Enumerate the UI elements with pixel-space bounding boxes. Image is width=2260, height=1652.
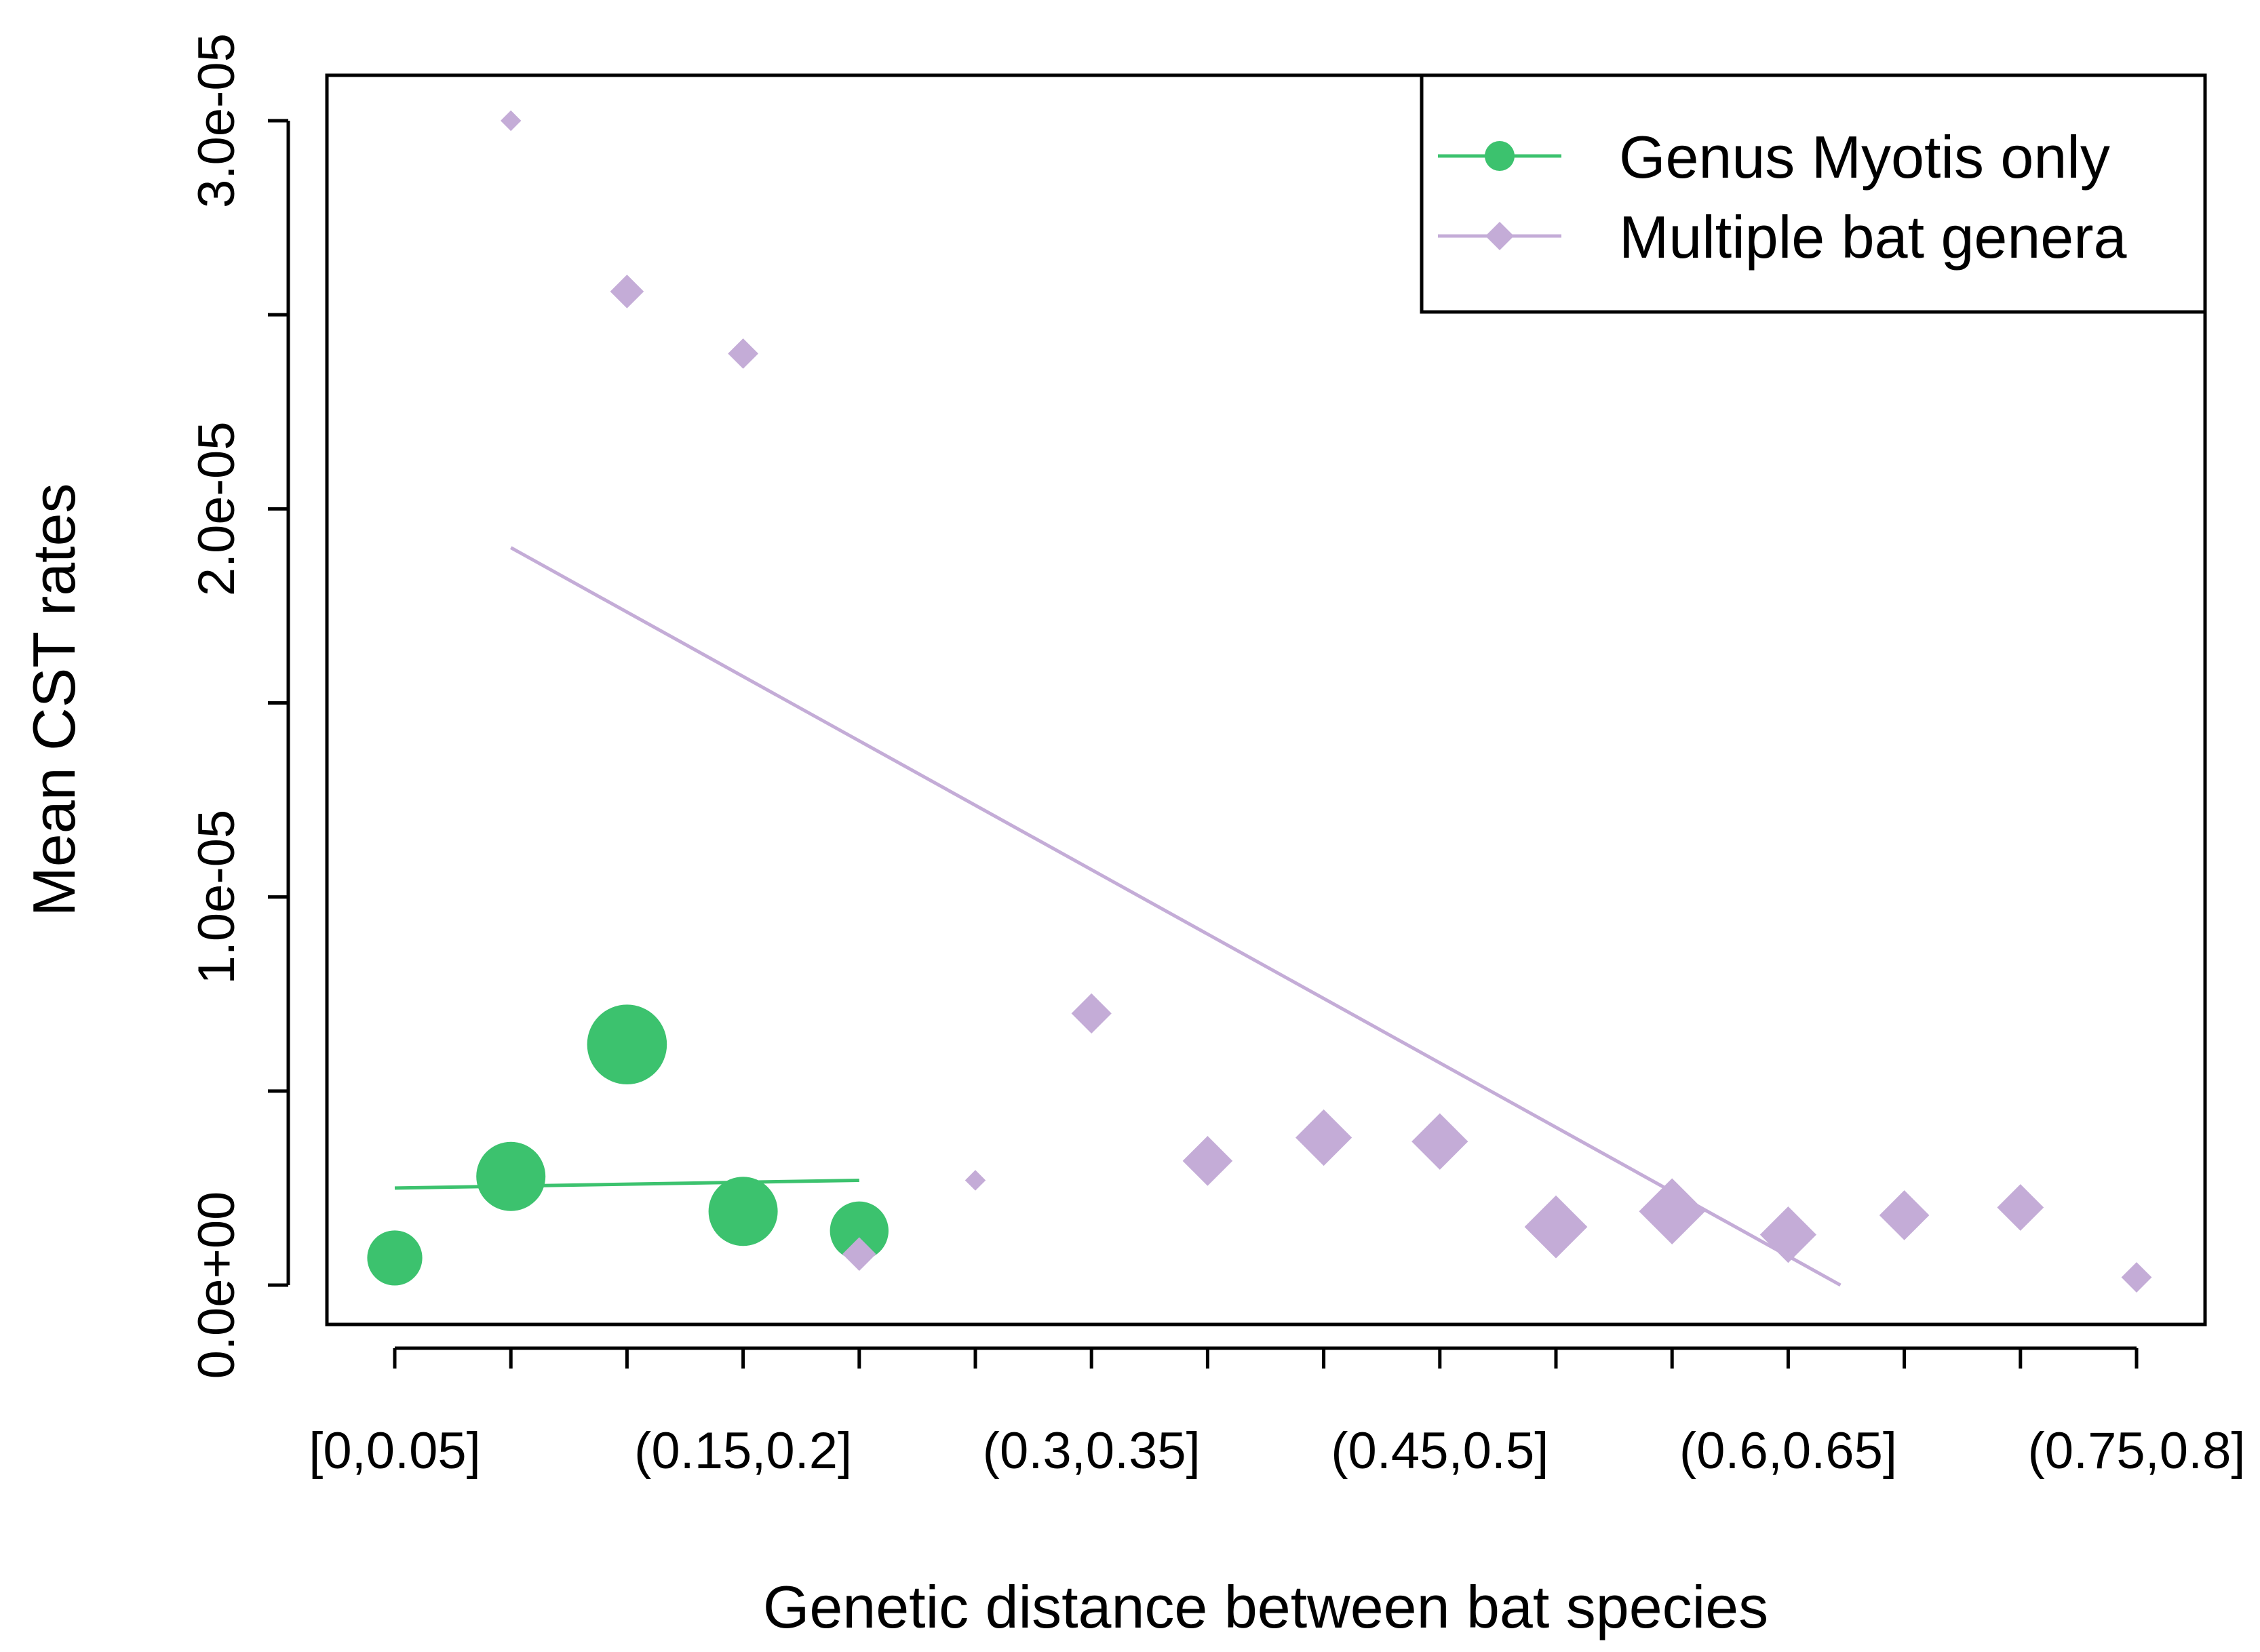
trend-line-myotis — [394, 1178, 859, 1190]
point-multiple-genera — [965, 1170, 986, 1191]
point-myotis — [367, 1230, 423, 1286]
data-points — [367, 110, 2152, 1293]
point-multiple-genera — [1879, 1190, 1930, 1240]
point-multiple-genera — [501, 110, 522, 132]
plot-frame — [325, 73, 2207, 1326]
x-axis: [0,0.05] (0.15,0.2] (0.3,0.35] (0.45,0.5] (0… — [309, 1346, 2246, 1480]
legend-label-multiple-genera: Multiple bat genera — [1619, 203, 2127, 271]
legend-label-myotis: Genus Myotis only — [1619, 123, 2110, 191]
y-tick-label: 0.0e+00 — [188, 1192, 246, 1379]
point-myotis — [830, 1201, 889, 1261]
point-multiple-genera — [1295, 1109, 1352, 1166]
point-multiple-genera — [1071, 993, 1112, 1034]
point-multiple-genera — [1182, 1136, 1233, 1186]
trend-line-multiple-genera — [509, 546, 1842, 1287]
point-multiple-genera — [842, 1237, 876, 1272]
point-myotis — [708, 1177, 778, 1246]
legend: Genus Myotis only Multiple bat genera — [1420, 73, 2207, 314]
x-tick-label: (0.15,0.2] — [634, 1422, 852, 1480]
point-multiple-genera — [1411, 1113, 1468, 1170]
x-tick-label: (0.3,0.35] — [983, 1422, 1201, 1480]
y-tick-label: 2.0e-05 — [188, 421, 246, 596]
point-multiple-genera — [728, 338, 758, 369]
y-tick-label: 3.0e-05 — [188, 33, 246, 208]
x-tick-label: (0.45,0.5] — [1331, 1422, 1548, 1480]
x-tick-label: [0,0.05] — [309, 1422, 481, 1480]
x-tick-label: (0.75,0.8] — [2027, 1422, 2245, 1480]
legend-marker-multiple-genera — [1485, 222, 1514, 250]
point-multiple-genera — [1997, 1184, 2044, 1231]
x-axis-title: Genetic distance between bat species — [763, 1573, 1768, 1640]
y-axis: 0.0e+00 1.0e-05 2.0e-05 3.0e-05 — [188, 33, 290, 1379]
legend-marker-myotis — [1485, 141, 1515, 171]
legend-box — [1420, 73, 2207, 314]
point-multiple-genera — [2121, 1262, 2152, 1293]
point-multiple-genera — [610, 275, 644, 309]
y-tick-label: 1.0e-05 — [188, 810, 246, 985]
y-axis-title: Mean CST rates — [20, 483, 87, 916]
point-multiple-genera — [1639, 1178, 1705, 1245]
point-myotis — [587, 1004, 667, 1084]
x-tick-label: (0.6,0.65] — [1679, 1422, 1897, 1480]
trend-lines — [394, 546, 1842, 1287]
point-myotis — [476, 1141, 546, 1211]
point-multiple-genera — [1524, 1195, 1588, 1259]
point-multiple-genera — [1759, 1206, 1816, 1263]
